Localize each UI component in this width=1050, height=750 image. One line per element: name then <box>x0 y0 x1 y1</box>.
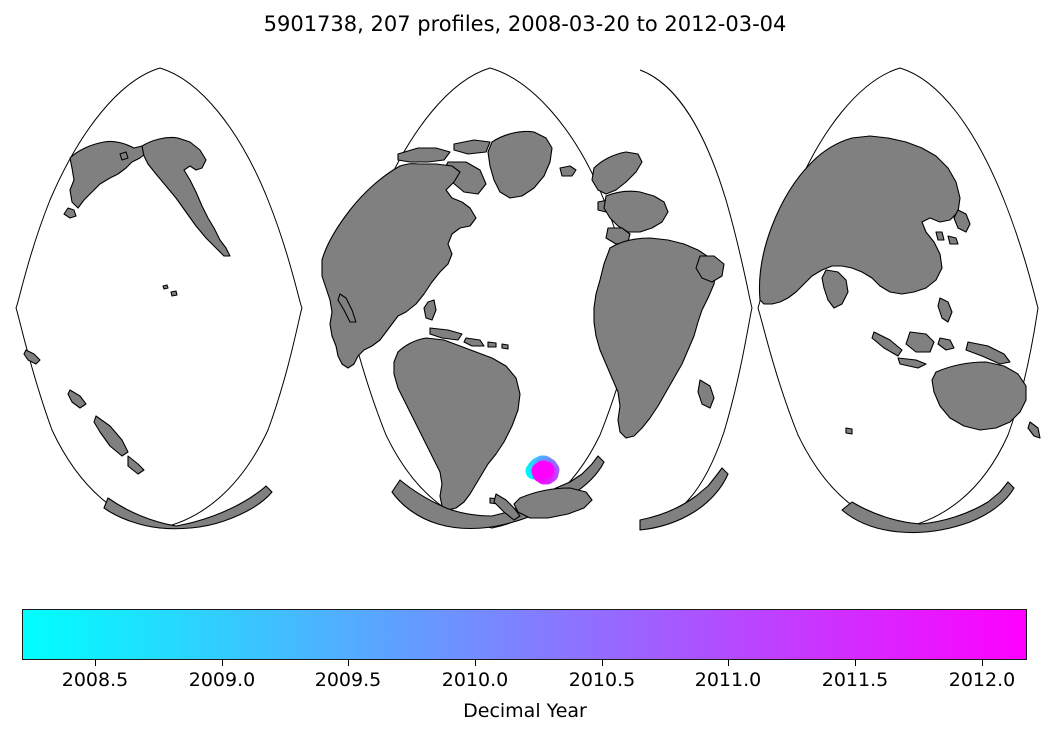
colorbar-tick-label: 2012.0 <box>948 669 1016 691</box>
land-antarctica-lobe3 <box>639 467 729 531</box>
land-aleutians <box>63 207 77 219</box>
land-nz-fragment-1 <box>23 349 41 365</box>
land-alaska-chukotka <box>69 140 151 209</box>
land-puerto-rico <box>487 341 497 348</box>
land-baja <box>337 293 357 323</box>
land-arabia <box>695 255 725 283</box>
land-south-america <box>393 337 521 511</box>
land-madagascar <box>697 379 715 409</box>
land-new-zealand-1 <box>1027 421 1041 439</box>
colorbar-tick <box>728 660 730 666</box>
land-philippines <box>937 297 953 323</box>
colorbar-tick-label: 2008.5 <box>61 669 129 691</box>
land-kamchatka-tip <box>119 151 129 161</box>
land-borneo <box>905 331 935 353</box>
land-antarctic-peninsula <box>493 493 521 521</box>
colorbar-tick-label: 2009.5 <box>314 669 382 691</box>
land-antarctica-lobe2 <box>391 455 605 529</box>
land-hispaniola <box>463 337 485 347</box>
colorbar-axis-label: Decimal Year <box>463 700 587 722</box>
land-indonesia-sumatra <box>871 331 903 357</box>
land-scandinavia <box>591 151 643 195</box>
land-nz-fragment-4 <box>127 455 145 475</box>
figure-title: 5901738, 207 profiles, 2008-03-20 to 201… <box>263 12 787 36</box>
lobe-outline-3 <box>639 69 753 529</box>
float-trajectory-points <box>525 455 560 485</box>
colorbar-tick-label: 2011.5 <box>821 669 889 691</box>
land-florida <box>423 299 437 321</box>
land-arctic-archipelago-2 <box>453 139 491 155</box>
colorbar-tick <box>982 660 984 666</box>
land-java <box>897 357 927 369</box>
land-sulawesi <box>937 337 955 351</box>
land-australia <box>931 361 1027 431</box>
land-india <box>821 269 849 309</box>
land-small-island-lobe4 <box>845 427 853 435</box>
colorbar-tick <box>222 660 224 666</box>
profile-point <box>537 461 555 479</box>
land-alaska-mainland <box>141 136 231 257</box>
land-africa <box>593 237 717 439</box>
land-cuba <box>429 327 463 341</box>
land-nz-fragment-2 <box>67 389 87 409</box>
colorbar-tick <box>348 660 350 666</box>
land-arctic-archipelago-1 <box>397 147 451 163</box>
colorbar-tick <box>475 660 477 666</box>
land-hawaii <box>162 284 169 290</box>
world-map <box>15 67 1041 534</box>
colorbar-tick <box>95 660 97 666</box>
land-new-guinea <box>965 341 1011 365</box>
colorbar-tick <box>855 660 857 666</box>
land-lesser-antilles <box>501 343 509 350</box>
map-axes <box>0 50 1050 550</box>
land-antarctica-lobe4 <box>841 481 1015 534</box>
colorbar-tick <box>602 660 604 666</box>
lobe-outline-4 <box>757 67 1039 529</box>
land-antarctica-lobe1 <box>103 485 273 530</box>
lobe-outline-1 <box>15 67 303 529</box>
colorbar-tick-label: 2009.0 <box>188 669 256 691</box>
land-north-america <box>321 163 477 369</box>
colorbar-axes[interactable]: 2008.5 2009.0 2009.5 2010.0 2010.5 2011.0 2011… <box>22 609 1027 691</box>
land-japan <box>953 209 971 233</box>
colorbar-gradient <box>22 609 1027 660</box>
land-iceland <box>559 165 577 177</box>
colorbar-tick-label: 2011.0 <box>694 669 762 691</box>
land-korea <box>935 231 945 241</box>
landmasses <box>23 130 1041 534</box>
land-hawaii-2 <box>170 290 178 297</box>
land-greenland <box>487 130 553 199</box>
land-eurasia-main <box>759 135 961 305</box>
colorbar-tick-label: 2010.0 <box>441 669 509 691</box>
land-nz-fragment-3 <box>93 415 129 457</box>
colorbar-tick-label: 2010.5 <box>568 669 636 691</box>
land-antarctica-interior <box>513 487 593 519</box>
land-japan-2 <box>947 235 959 245</box>
